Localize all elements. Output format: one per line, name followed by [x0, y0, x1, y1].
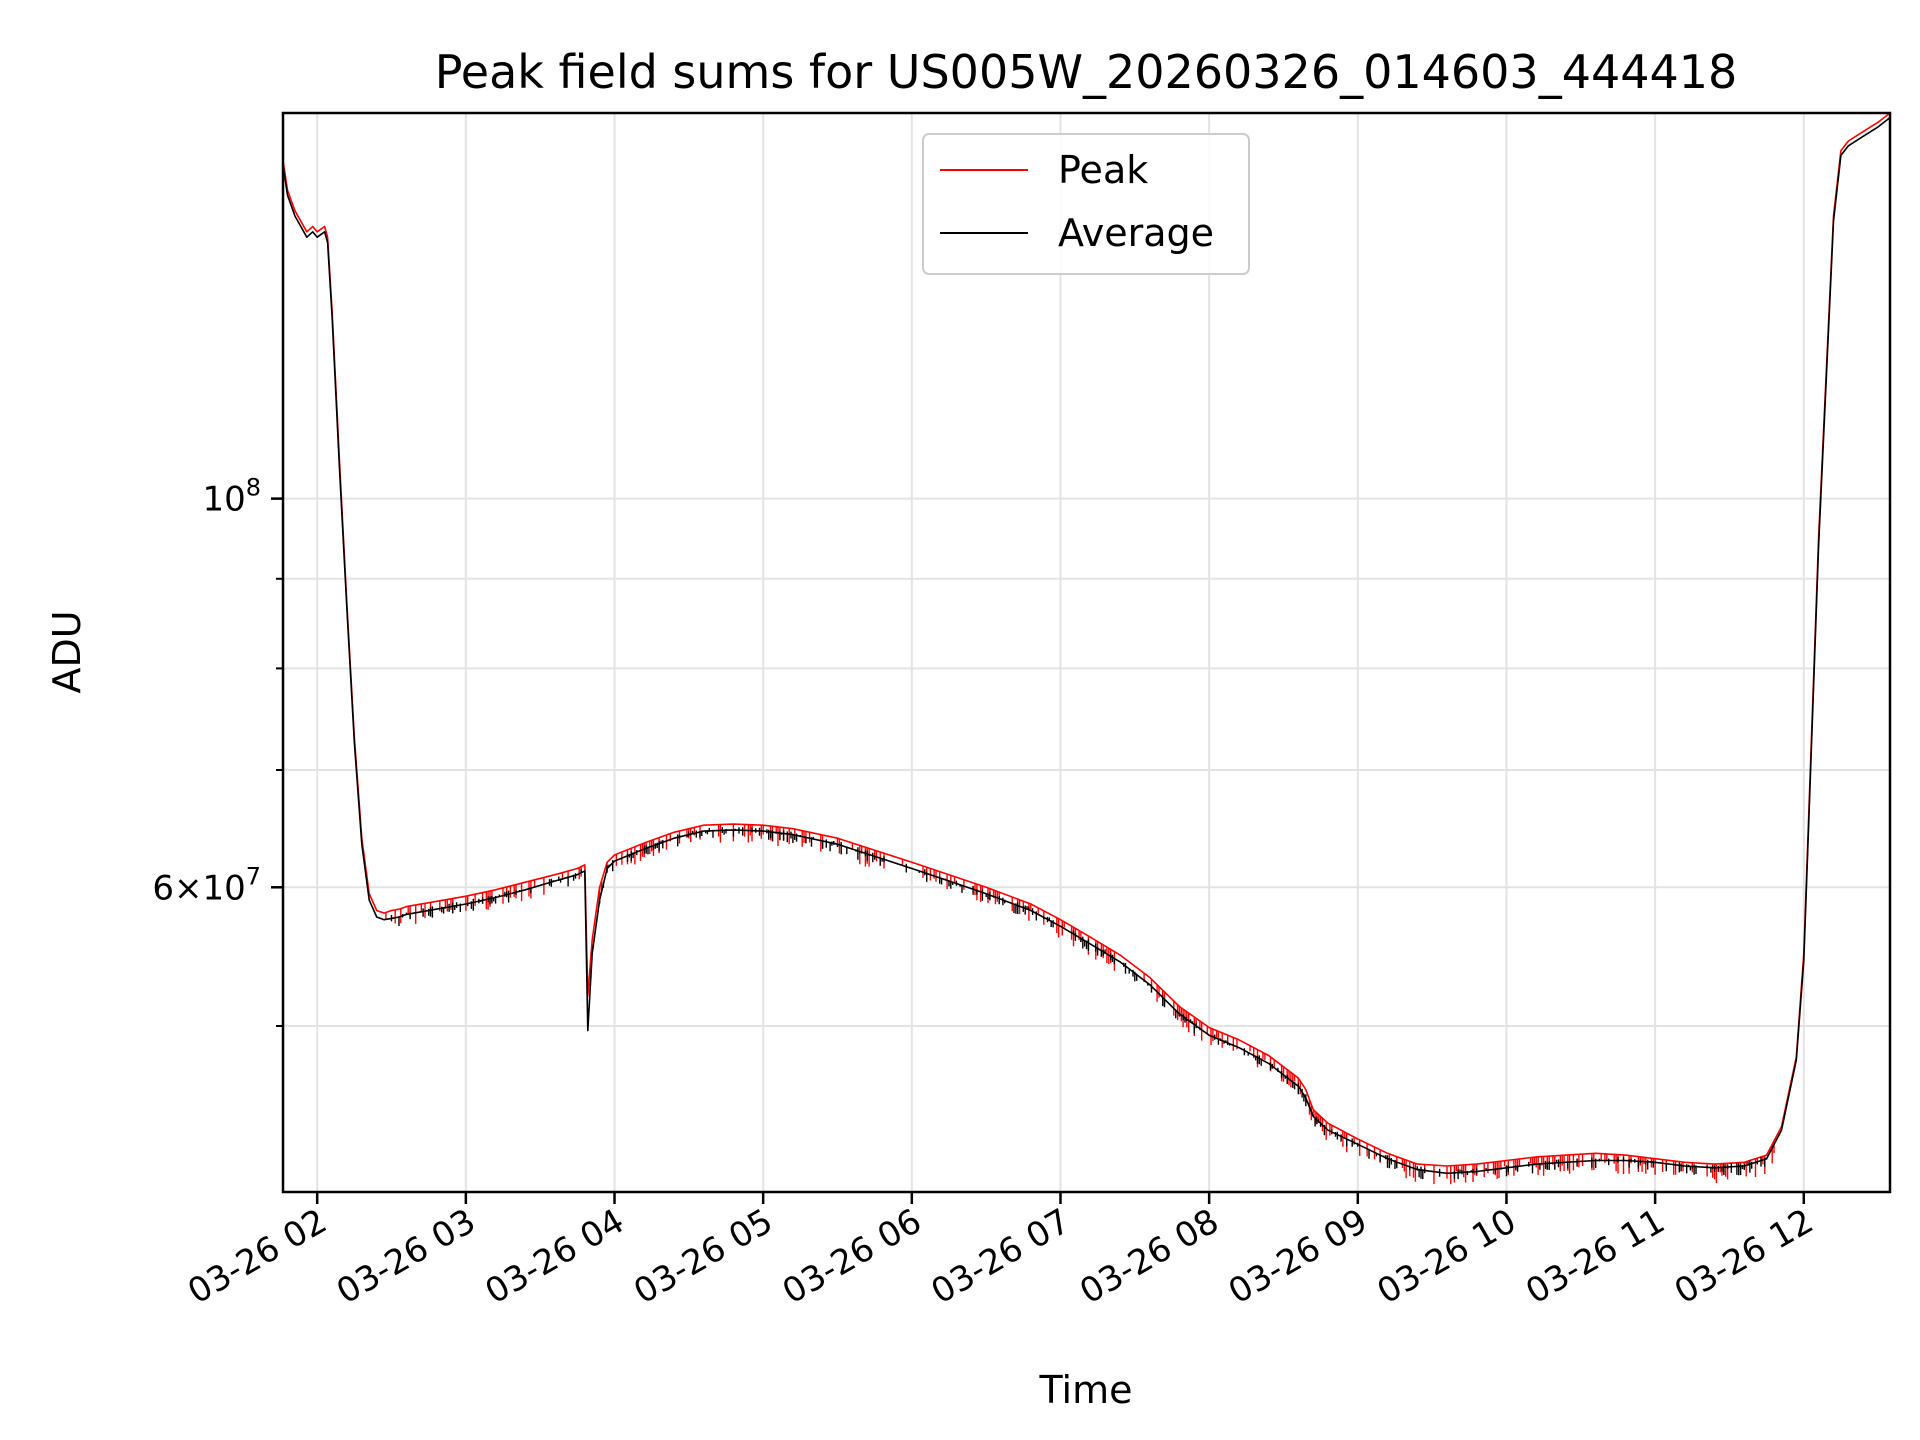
chart-title: Peak field sums for US005W_20260326_0146… — [435, 45, 1738, 99]
x-tick-label: 03-26 03 — [330, 1201, 482, 1312]
grid-layer — [283, 113, 1890, 1192]
y-tick-base: 6×10 — [152, 868, 245, 908]
legend: Peak Average — [922, 133, 1250, 275]
x-tick-label: 03-26 12 — [1668, 1201, 1820, 1312]
series-layer — [282, 112, 1891, 1185]
legend-average-label: Average — [1058, 211, 1214, 255]
y-tick-exponent: 8 — [246, 474, 261, 502]
x-tick-label: 03-26 11 — [1519, 1201, 1671, 1312]
x-axis-label: Time — [1039, 1368, 1133, 1412]
y-tick-exponent: 7 — [246, 862, 261, 890]
x-tick-label: 03-26 10 — [1371, 1201, 1523, 1312]
y-tick-base: 10 — [202, 480, 245, 520]
series-noise-average — [390, 827, 1768, 1180]
legend-peak-label: Peak — [1058, 148, 1148, 192]
x-tick-label: 03-26 04 — [479, 1201, 631, 1312]
x-tick-label: 03-26 07 — [925, 1201, 1077, 1312]
plot-frame — [281, 111, 1892, 1194]
x-tick-label: 03-26 08 — [1073, 1201, 1225, 1312]
x-tick-label: 03-26 06 — [776, 1201, 928, 1312]
series-noise-peak — [385, 824, 1775, 1185]
y-tick-label: 6×107 — [152, 862, 261, 908]
x-tick-label: 03-26 09 — [1222, 1201, 1374, 1312]
series-line-average — [282, 116, 1891, 1175]
y-tick-label: 108 — [202, 474, 261, 520]
y-axis-label: ADU — [45, 610, 89, 693]
x-tick-label: 03-26 05 — [627, 1201, 779, 1312]
x-tick-label: 03-26 02 — [181, 1201, 333, 1312]
series-line-peak — [282, 112, 1891, 1167]
